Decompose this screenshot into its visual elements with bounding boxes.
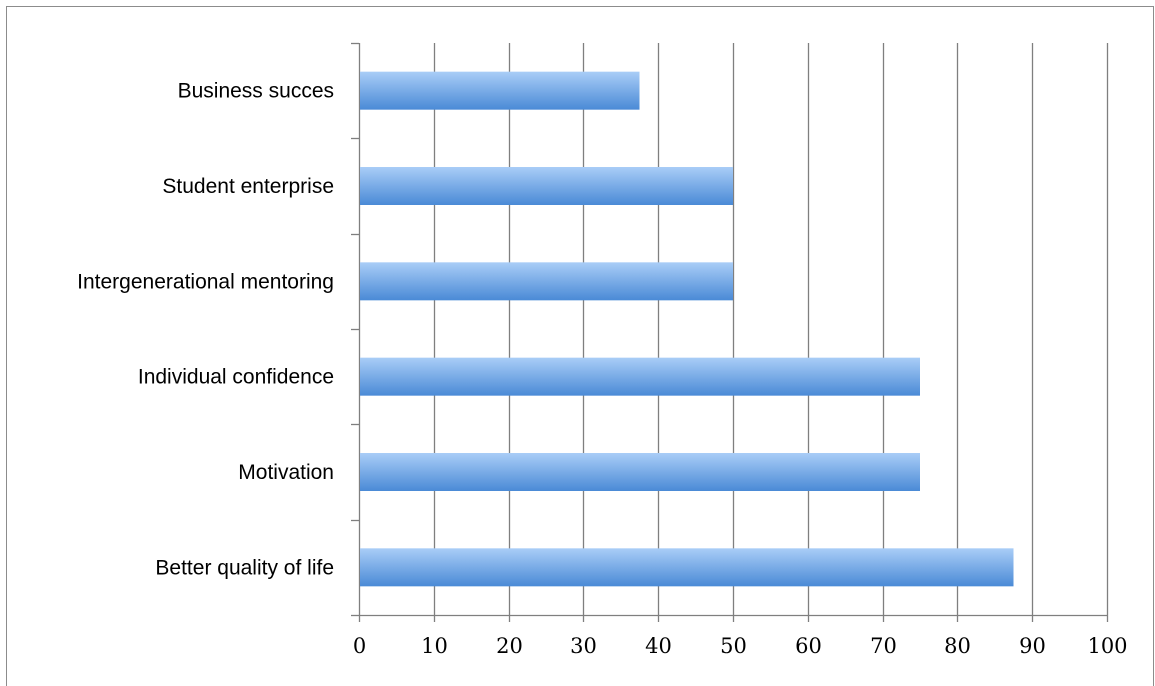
x-tick-label: 100 <box>1087 634 1127 658</box>
tick-labels: 0 10 20 30 40 50 60 70 80 90 100 <box>353 634 1128 658</box>
axes <box>351 42 1109 622</box>
x-tick-label: 90 <box>1019 634 1046 658</box>
x-tick-label: 0 <box>353 634 366 658</box>
x-tick-label: 70 <box>870 634 897 658</box>
category-label: Motivation <box>238 461 334 484</box>
bar <box>360 167 733 205</box>
bar <box>360 262 733 301</box>
x-tick-label: 50 <box>720 634 747 658</box>
category-label: Intergenerational mentoring <box>77 270 334 293</box>
x-tick-label: 20 <box>496 634 523 658</box>
category-label: Better quality of life <box>155 556 334 579</box>
x-tick-label: 80 <box>944 634 971 658</box>
bar <box>360 453 920 491</box>
x-tick-label: 60 <box>795 634 822 658</box>
x-tick-label: 40 <box>645 634 672 658</box>
category-label: Student enterprise <box>162 175 334 198</box>
category-label: Business succes <box>178 80 334 103</box>
bar <box>360 71 640 110</box>
gridlines <box>433 43 1109 615</box>
bars <box>360 71 1014 587</box>
category-label: Individual confidence <box>138 366 334 389</box>
bar <box>360 548 1014 587</box>
bar <box>360 357 920 396</box>
x-tick-label: 30 <box>570 634 597 658</box>
x-tick-label: 10 <box>421 634 448 658</box>
category-labels: Better quality of life Motivation Individu… <box>77 80 334 580</box>
